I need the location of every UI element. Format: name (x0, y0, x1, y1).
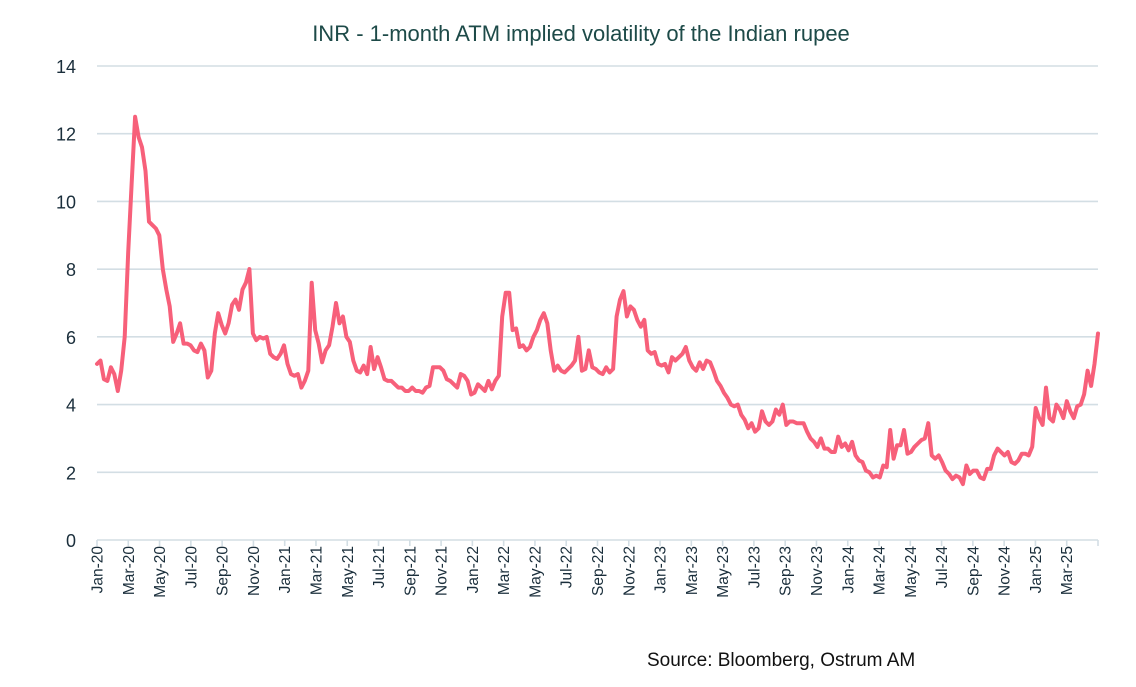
x-tick-label: Nov-23 (809, 546, 826, 596)
y-tick-label: 6 (66, 328, 76, 348)
y-tick-label: 12 (56, 125, 76, 145)
x-tick-label: Jul-20 (183, 546, 200, 589)
y-tick-label: 14 (56, 57, 76, 77)
x-tick-label: Mar-24 (872, 546, 889, 595)
x-tick-label: Nov-20 (246, 546, 263, 596)
series-line (95, 114, 1100, 487)
x-axis: Jan-20 Mar-20 May-20 Jul-20 Sep-20 Nov-20 Jan-… (90, 539, 1099, 598)
y-tick-label: 10 (56, 192, 76, 212)
x-tick-label: May-21 (340, 546, 357, 598)
x-tick-label: Mar-21 (308, 546, 325, 595)
x-tick-label: Sep-21 (402, 546, 419, 596)
x-tick-label: Sep-24 (965, 546, 982, 596)
x-tick-label: Mar-22 (496, 546, 513, 595)
x-tick-label: Jul-24 (934, 546, 951, 589)
x-tick-label: Jan-21 (277, 546, 294, 593)
x-tick-label: Jan-22 (465, 546, 482, 593)
x-tick-label: Jan-23 (653, 546, 670, 593)
x-tick-label: Sep-20 (215, 546, 232, 596)
gridlines (97, 65, 1098, 474)
x-tick-label: May-20 (152, 546, 169, 598)
y-tick-label: 8 (66, 260, 76, 280)
y-axis: 0 2 4 6 8 10 12 14 (56, 57, 76, 551)
source-note: Source: Bloomberg, Ostrum AM (647, 650, 916, 671)
x-tick-label: Sep-22 (590, 546, 607, 596)
x-tick-label: Mar-25 (1059, 546, 1076, 595)
x-tick-label: May-22 (527, 546, 544, 598)
x-tick-label: Mar-20 (121, 546, 138, 595)
x-tick-label: Jul-21 (371, 546, 388, 588)
y-tick-label: 0 (66, 531, 76, 551)
x-tick-label: Nov-22 (621, 546, 638, 596)
x-tick-label: Mar-23 (684, 546, 701, 595)
x-tick-label: Jul-22 (559, 546, 576, 588)
series (95, 114, 1100, 487)
x-tick-label: May-24 (903, 546, 920, 598)
x-tick-label: May-23 (715, 546, 732, 598)
x-tick-label: Jan-24 (840, 546, 857, 594)
chart-title: INR - 1-month ATM implied volatility of … (312, 21, 850, 46)
x-tick-label: Jan-25 (1028, 546, 1045, 593)
x-tick-label: Sep-23 (778, 546, 795, 596)
x-tick-label: Jan-20 (90, 546, 107, 594)
x-tick-label: Nov-21 (434, 546, 451, 596)
x-tick-label: Nov-24 (997, 546, 1014, 596)
y-tick-label: 2 (66, 463, 76, 483)
x-tick-label: Jul-23 (746, 546, 763, 588)
y-tick-label: 4 (66, 396, 76, 416)
